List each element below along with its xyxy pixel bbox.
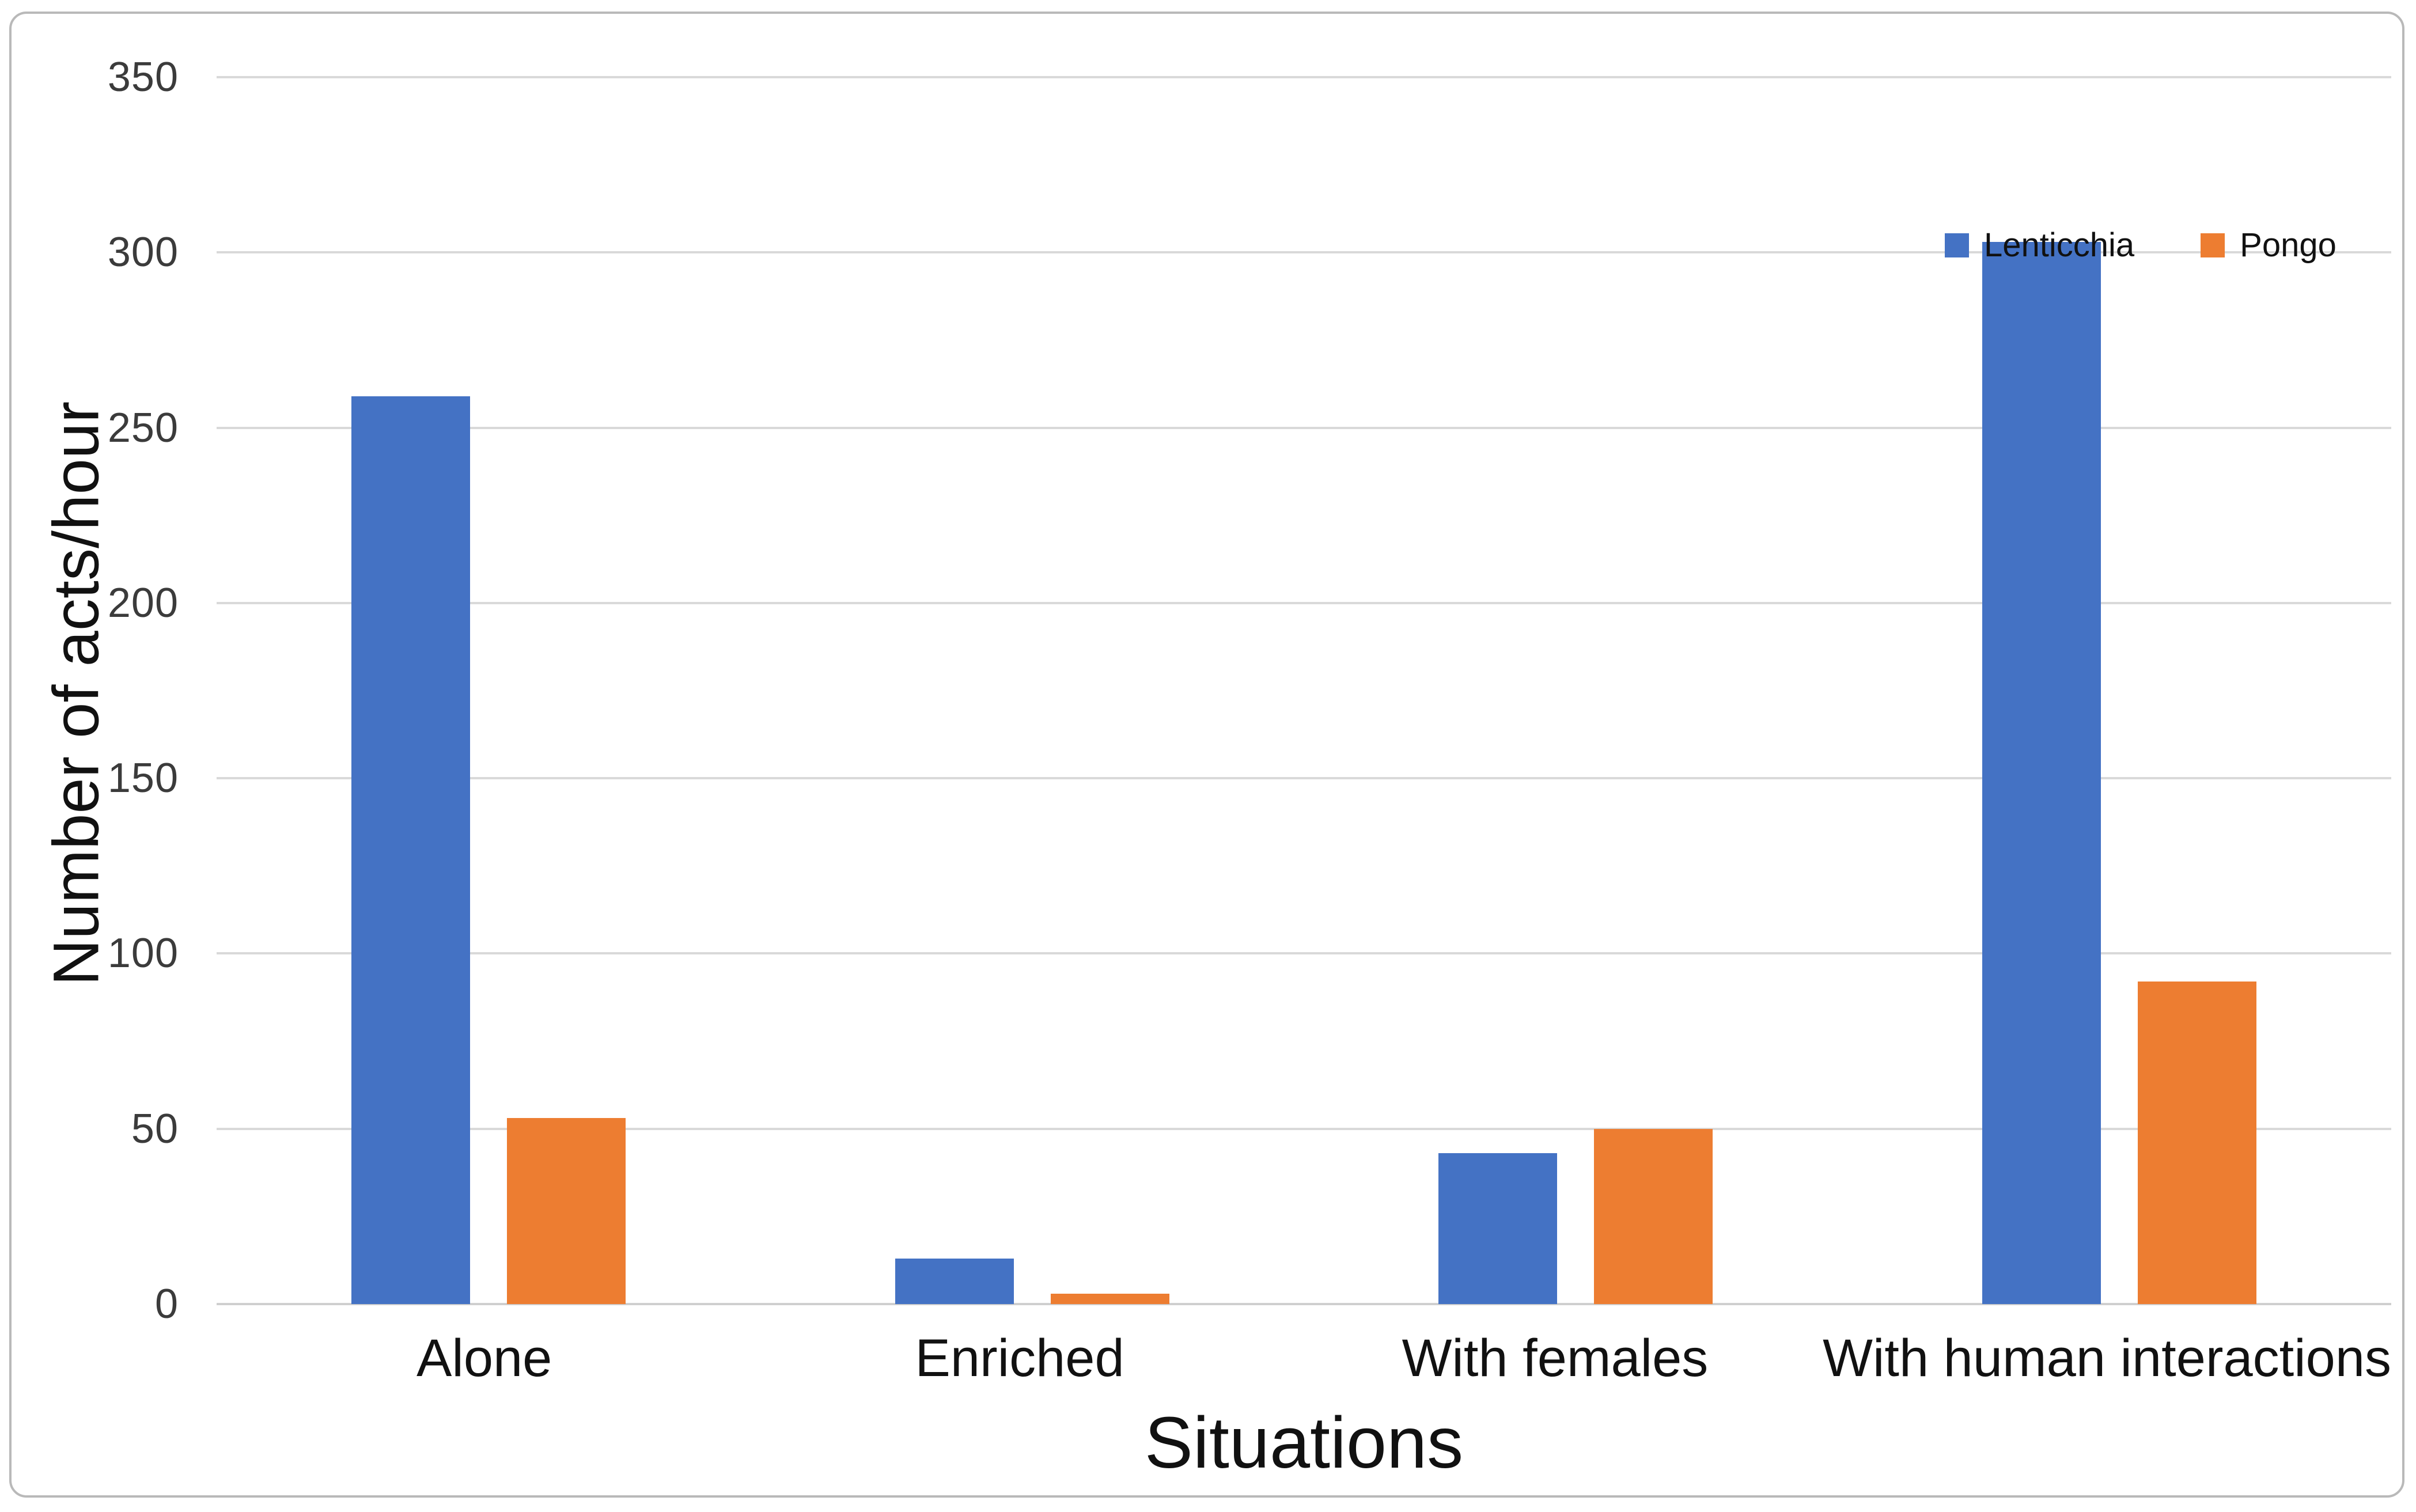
category-labels: Alone Enriched With females With human inte… (217, 1328, 2391, 1389)
bar-pongo-enriched (1050, 1293, 1169, 1304)
x-axis-title: Situations (1144, 1402, 1464, 1483)
bar-lenticchia-with-females (1438, 1153, 1558, 1304)
y-tick-label-350: 350 (107, 54, 179, 100)
gridline-50 (217, 1127, 2391, 1130)
y-tick-label-300: 300 (107, 229, 179, 276)
plot-area: Lenticchia Pongo (217, 76, 2391, 1305)
y-tick-label-0: 0 (154, 1281, 179, 1327)
bar-group-enriched (760, 77, 1304, 1304)
y-tick-label-100: 100 (107, 930, 179, 977)
y-tick-label-50: 50 (131, 1105, 179, 1152)
legend-swatch-lenticchia-icon (1945, 233, 1969, 257)
bar-lenticchia-alone (351, 396, 470, 1304)
bar-pongo-with-females (1594, 1128, 1713, 1304)
legend-item-lenticchia: Lenticchia (1945, 226, 2134, 264)
bar-lenticchia-enriched (895, 1258, 1014, 1304)
y-axis-tick-labels: 0 50 100 150 200 250 300 350 (12, 54, 179, 1327)
legend-label-lenticchia: Lenticchia (1984, 226, 2135, 264)
category-label-with-human-interactions: With human interactions (1823, 1329, 2392, 1388)
y-tick-label-200: 200 (107, 579, 179, 626)
category-label-alone: Alone (416, 1329, 552, 1388)
legend-label-pongo: Pongo (2240, 226, 2337, 264)
gridline-100 (217, 952, 2391, 955)
gridline-300 (217, 251, 2391, 254)
bar-pongo-alone (506, 1118, 626, 1304)
gridline-250 (217, 426, 2391, 429)
legend: Lenticchia Pongo (1945, 226, 2337, 264)
y-tick-label-250: 250 (107, 404, 179, 451)
bar-lenticchia-with-human-interactions (1982, 242, 2101, 1304)
gridline-200 (217, 601, 2391, 604)
gridline-350 (217, 76, 2391, 78)
chart-frame: Number of acts/hour 0 50 100 150 200 250 300 35… (9, 12, 2404, 1498)
bars-container (217, 77, 2391, 1304)
bar-group-alone (217, 77, 760, 1304)
legend-swatch-pongo-icon (2201, 233, 2225, 257)
category-label-with-females: With females (1402, 1329, 1709, 1388)
gridline-0 (217, 1303, 2391, 1305)
gridlines (217, 76, 2391, 1305)
bar-group-with-females (1304, 77, 1848, 1304)
gridline-150 (217, 777, 2391, 780)
bar-pongo-with-human-interactions (2138, 982, 2257, 1304)
category-label-enriched: Enriched (915, 1329, 1124, 1388)
bar-group-with-human-interactions (1847, 77, 2391, 1304)
legend-item-pongo: Pongo (2201, 226, 2337, 264)
y-tick-label-150: 150 (107, 755, 179, 802)
